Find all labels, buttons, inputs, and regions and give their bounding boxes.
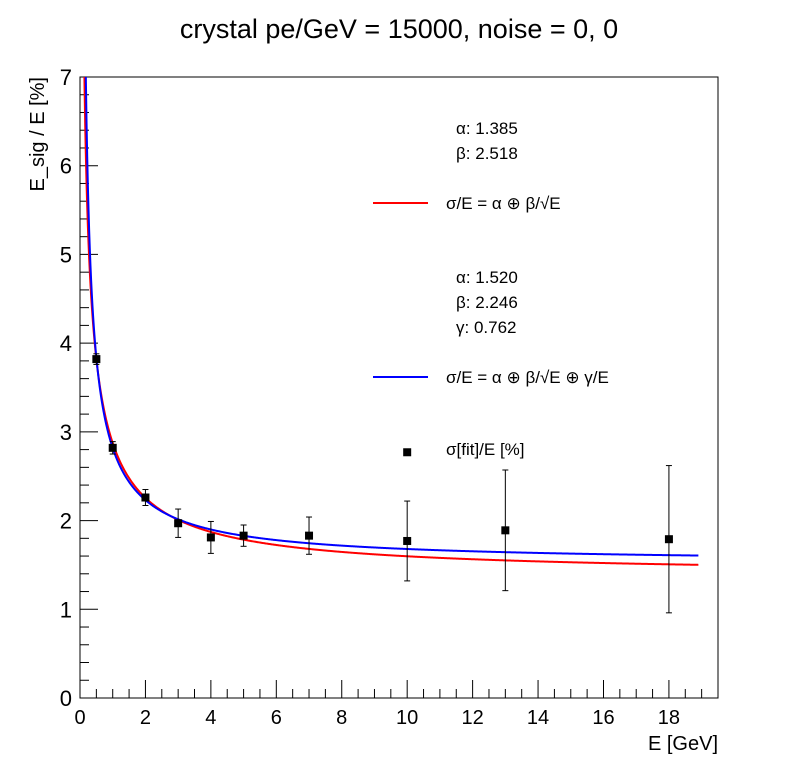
data-point [206,533,215,542]
blue-param-gamma: γ: 0.762 [456,318,517,337]
legend-red-fit: α: 1.385 β: 2.518 σ/E = α ⊕ β/√E [373,119,561,213]
x-tick-label: 0 [74,707,85,729]
red-param-alpha: α: 1.385 [456,119,518,138]
y-axis-ticks: 0 1 2 3 4 5 6 7 [60,65,98,711]
y-tick-label: 6 [60,154,72,179]
points-legend-label: σ[fit]/E [%] [446,440,525,459]
data-point [239,531,248,540]
data-point [92,355,101,364]
x-axis-label: E [GeV] [648,733,718,755]
x-tick-label: 10 [396,707,418,729]
x-tick-label: 2 [140,707,151,729]
y-tick-label: 5 [60,242,72,267]
data-point [108,443,117,452]
data-points [92,353,673,614]
y-axis-label: E_sig / E [%] [27,77,49,192]
red-fit-curve [83,77,699,566]
fit-curves [83,77,699,566]
y-tick-label: 3 [60,420,72,445]
blue-fit-curve [84,77,699,557]
data-point [501,526,510,535]
x-axis-ticks: 0 2 4 6 8 10 12 14 16 18 [74,680,719,729]
red-param-beta: β: 2.518 [456,144,518,163]
x-tick-label: 18 [658,707,680,729]
data-point [174,519,183,528]
data-point [403,448,412,457]
x-tick-label: 14 [527,707,549,729]
y-tick-label: 1 [60,597,72,622]
x-tick-label: 4 [205,707,216,729]
y-tick-label: 7 [60,65,72,90]
chart-title: crystal pe/GeV = 15000, noise = 0, 0 [180,14,618,44]
x-tick-label: 8 [336,707,347,729]
x-tick-label: 16 [592,707,614,729]
legend-blue-fit: α: 1.520 β: 2.246 γ: 0.762 σ/E = α ⊕ β/√… [373,268,609,387]
red-legend-formula: σ/E = α ⊕ β/√E [446,194,561,213]
x-tick-label: 6 [271,707,282,729]
blue-legend-formula: σ/E = α ⊕ β/√E ⊕ γ/E [446,368,609,387]
data-point [141,493,150,502]
blue-param-beta: β: 2.246 [456,293,518,312]
data-point [403,536,412,545]
data-point [305,531,314,540]
data-point [664,535,673,544]
plot-frame [79,76,719,699]
blue-param-alpha: α: 1.520 [456,268,518,287]
legend-points: σ[fit]/E [%] [446,440,525,459]
y-tick-label: 4 [60,331,72,356]
y-tick-label: 2 [60,509,72,534]
x-tick-label: 12 [461,707,483,729]
y-tick-label: 0 [60,686,72,711]
